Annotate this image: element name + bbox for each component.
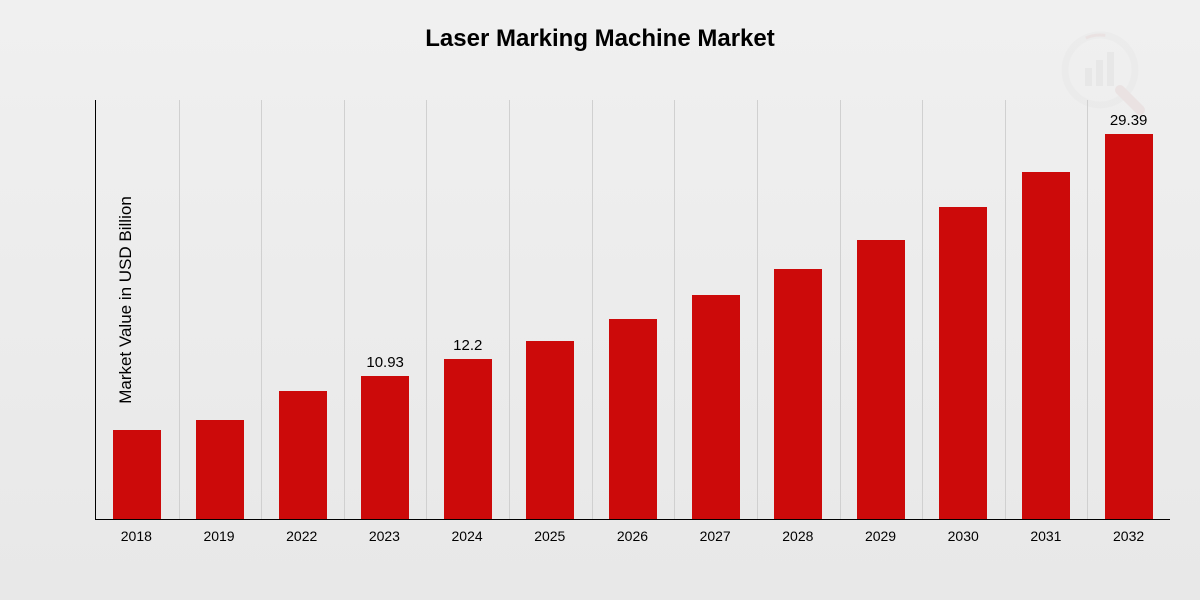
x-axis-labels: 2018201920222023202420252026202720282029… — [95, 520, 1170, 550]
bar-group — [674, 100, 757, 519]
bar — [774, 269, 822, 519]
gridline — [509, 100, 510, 519]
bar — [196, 420, 244, 520]
bar-group — [592, 100, 675, 519]
x-tick-label: 2025 — [508, 520, 591, 550]
bar-group: 12.2 — [426, 100, 509, 519]
x-tick-label: 2024 — [426, 520, 509, 550]
bar-group: 29.39 — [1087, 100, 1170, 519]
x-tick-label: 2031 — [1005, 520, 1088, 550]
gridline — [840, 100, 841, 519]
bar-group: 10.93 — [344, 100, 427, 519]
x-tick-label: 2032 — [1087, 520, 1170, 550]
bar-group — [261, 100, 344, 519]
gridline — [592, 100, 593, 519]
bar-value-label: 12.2 — [453, 337, 482, 354]
bar: 10.93 — [361, 376, 409, 519]
bar — [279, 391, 327, 519]
gridline — [922, 100, 923, 519]
x-tick-label: 2023 — [343, 520, 426, 550]
chart-container: 10.9312.229.39 2018201920222023202420252… — [95, 100, 1170, 550]
bar: 29.39 — [1105, 134, 1153, 519]
chart-title: Laser Marking Machine Market — [0, 0, 1200, 53]
x-tick-label: 2028 — [757, 520, 840, 550]
bar — [113, 430, 161, 519]
bar-group — [1005, 100, 1088, 519]
gridline — [1087, 100, 1088, 519]
gridline — [179, 100, 180, 519]
x-tick-label: 2029 — [839, 520, 922, 550]
bar — [609, 319, 657, 519]
bar-group — [509, 100, 592, 519]
x-tick-label: 2026 — [591, 520, 674, 550]
gridline — [674, 100, 675, 519]
x-tick-label: 2018 — [95, 520, 178, 550]
bar-group — [96, 100, 179, 519]
gridline — [344, 100, 345, 519]
x-tick-label: 2019 — [178, 520, 261, 550]
bar — [857, 240, 905, 519]
x-tick-label: 2022 — [260, 520, 343, 550]
bar-value-label: 10.93 — [366, 354, 404, 371]
plot-area: 10.93 12.2 29.39 — [95, 100, 1170, 520]
bar — [526, 341, 574, 519]
bar — [1022, 172, 1070, 519]
bars-group: 10.93 12.2 29.39 — [96, 100, 1170, 519]
bar-group — [922, 100, 1005, 519]
bar-group — [757, 100, 840, 519]
gridline — [1005, 100, 1006, 519]
bar-group — [839, 100, 922, 519]
x-tick-label: 2030 — [922, 520, 1005, 550]
gridline — [757, 100, 758, 519]
bar: 12.2 — [444, 359, 492, 519]
bar-value-label: 29.39 — [1110, 112, 1148, 129]
gridline — [426, 100, 427, 519]
bar-group — [179, 100, 262, 519]
x-tick-label: 2027 — [674, 520, 757, 550]
bar — [692, 295, 740, 519]
gridline — [261, 100, 262, 519]
bar — [939, 207, 987, 519]
